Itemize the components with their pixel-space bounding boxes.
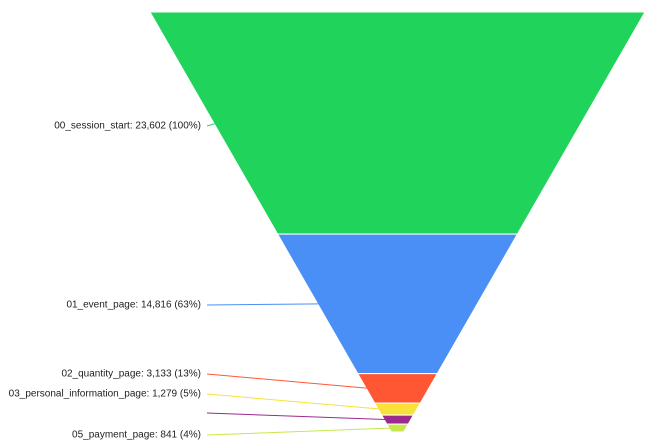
- segment-label: 03_personal_information_page: 1,279 (5%): [9, 389, 201, 400]
- funnel-segment: [373, 402, 422, 416]
- leader-line: [206, 412, 388, 421]
- segment-label: 00_session_start: 23,602 (100%): [54, 121, 201, 132]
- leader-line: [206, 373, 370, 389]
- leader-line: [206, 393, 382, 410]
- leader-line: [206, 303, 321, 306]
- funnel-segment: [385, 423, 410, 433]
- segment-label: 05_payment_page: 841 (4%): [72, 430, 201, 441]
- segment-label: 01_event_page: 14,816 (63%): [66, 300, 201, 311]
- leader-line: [206, 122, 217, 127]
- segment-label: 02_quantity_page: 3,133 (13%): [61, 369, 201, 380]
- funnel-segment: [149, 11, 646, 235]
- funnel-segment: [356, 373, 439, 404]
- leader-line: [206, 427, 393, 436]
